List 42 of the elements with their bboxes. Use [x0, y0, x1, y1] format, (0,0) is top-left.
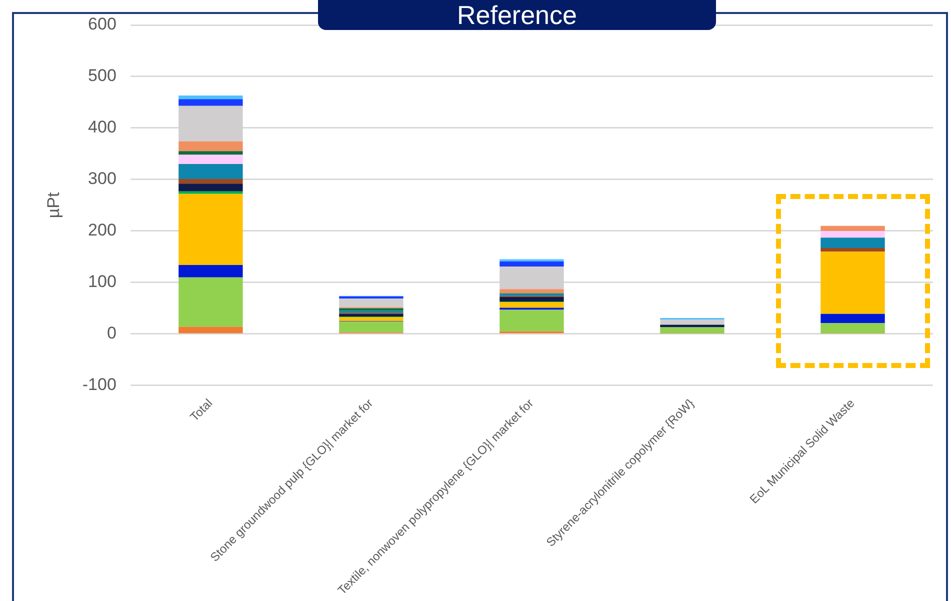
- y-axis-title: µPt: [44, 192, 63, 218]
- bar: [500, 261, 564, 267]
- y-tick-label: -100: [82, 375, 116, 394]
- bar: [339, 316, 404, 322]
- bar: [820, 314, 885, 324]
- bar: [178, 154, 243, 164]
- bar: [178, 164, 243, 179]
- bar: [660, 324, 724, 328]
- bar: [500, 296, 564, 302]
- bar: [339, 308, 404, 311]
- bar: [339, 298, 404, 308]
- bar: [660, 320, 724, 325]
- y-tick-label: 200: [88, 220, 116, 240]
- bar: [178, 151, 243, 155]
- y-tick-label: 0: [106, 324, 116, 343]
- bar: [178, 191, 243, 194]
- bar: [820, 252, 885, 314]
- bar: [178, 326, 243, 334]
- bar: [178, 264, 243, 278]
- bar: [178, 277, 243, 327]
- bar: [820, 248, 885, 252]
- y-tick-label: 600: [88, 14, 116, 34]
- bar: [178, 194, 243, 265]
- y-tick-label: 100: [88, 272, 116, 292]
- bar: [500, 302, 564, 308]
- bar: [820, 238, 885, 248]
- bar: [178, 141, 243, 152]
- y-tick-label: 400: [88, 118, 116, 137]
- bar: [820, 226, 885, 231]
- y-tick-label: 300: [88, 169, 116, 188]
- bar: [339, 322, 404, 332]
- bar: [178, 184, 243, 192]
- bar: [660, 327, 724, 334]
- bar: [178, 99, 243, 106]
- bar: [178, 178, 243, 184]
- bar: [178, 96, 243, 100]
- bar: [820, 230, 885, 238]
- bar: [500, 310, 564, 332]
- bar: [339, 314, 404, 316]
- y-tick-label: 500: [88, 66, 116, 86]
- bar: [500, 289, 564, 294]
- bar: [820, 323, 885, 334]
